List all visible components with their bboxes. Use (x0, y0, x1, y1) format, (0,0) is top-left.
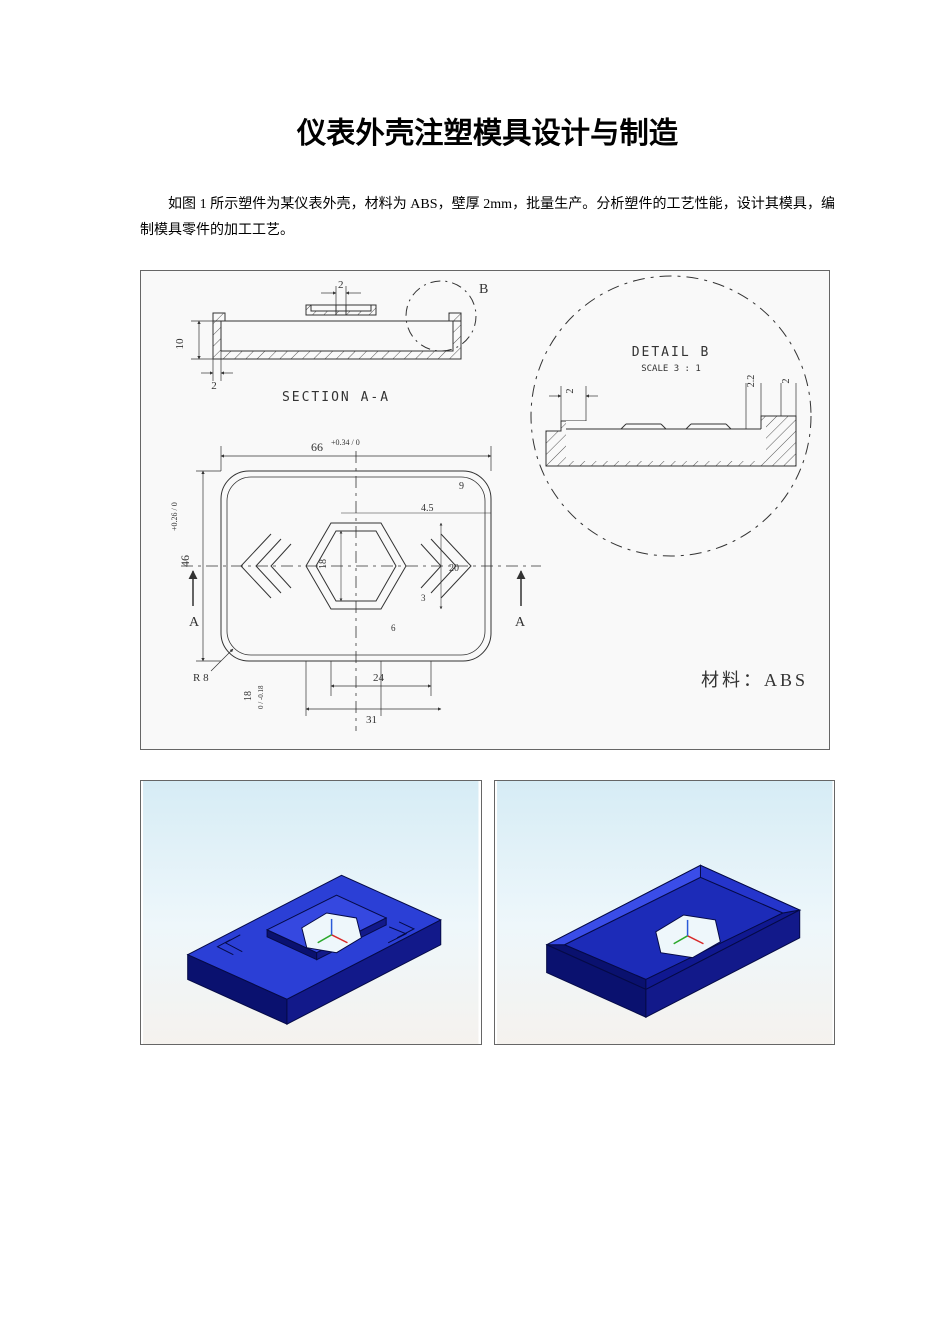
dim-66-tol: +0.34 / 0 (331, 438, 360, 447)
renders-row (140, 780, 835, 1045)
engineering-drawing-figure: 2 10 2 SECTION A-A B DETA (140, 270, 830, 750)
detail-view: DETAIL B SCALE 3 : 1 (531, 276, 811, 556)
page-title: 仪表外壳注塑模具设计与制造 (140, 110, 835, 152)
dim-6: 6 (391, 623, 396, 633)
plan-view: A A 66 +0.34 / 0 46 +0.26 / 0 R 8 (170, 438, 541, 731)
render-right (494, 780, 836, 1045)
dim-9: 9 (459, 481, 464, 492)
dim-31: 31 (366, 714, 377, 726)
section-view: 2 10 2 SECTION A-A (174, 279, 461, 405)
dim-3: 3 (421, 593, 426, 603)
dim-wall: 2 (211, 380, 217, 392)
detail-label: DETAIL B (632, 345, 711, 360)
b-label: B (479, 282, 488, 297)
document-page: 仪表外壳注塑模具设计与制造 如图 1 所示塑件为某仪表外壳，材料为 ABS，壁厚… (0, 0, 945, 1337)
a-right: A (515, 615, 526, 630)
detail-scale: SCALE 3 : 1 (641, 364, 701, 374)
render-left (140, 780, 482, 1045)
dim-r8: R 8 (193, 672, 209, 684)
detail-dim-b: 2.2 (746, 375, 757, 388)
intro-paragraph: 如图 1 所示塑件为某仪表外壳，材料为 ABS，壁厚 2mm，批量生产。分析塑件… (140, 192, 835, 245)
dim-18b-tol: 0 / -0.18 (257, 685, 265, 709)
a-left: A (189, 615, 200, 630)
dim-18: 18 (318, 559, 329, 569)
dim-4p5: 4.5 (421, 503, 434, 514)
material-label: 材料：ABS (701, 670, 808, 690)
dim-46: 46 (178, 555, 192, 567)
dim-gap: 2 (338, 279, 344, 291)
section-label: SECTION A-A (282, 390, 390, 405)
detail-dim-a: 2 (565, 388, 576, 393)
dim-18b: 18 (243, 691, 254, 701)
detail-dim-c: 2 (781, 378, 792, 383)
dim-46-tol: +0.26 / 0 (170, 502, 179, 531)
dim-20: 20 (449, 563, 459, 574)
dim-66: 66 (311, 440, 323, 454)
dim-10: 10 (174, 338, 186, 350)
dim-24: 24 (373, 672, 385, 684)
